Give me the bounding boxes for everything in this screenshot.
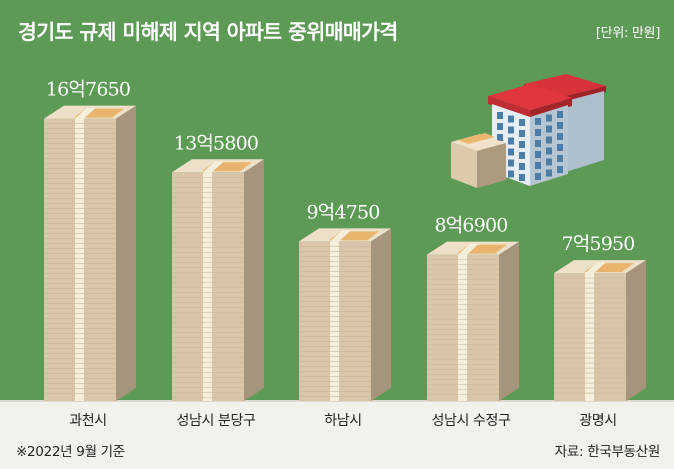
window <box>557 122 563 129</box>
bar-band-front <box>458 254 467 401</box>
apartment-illustration <box>451 74 606 188</box>
bar-side <box>244 159 264 401</box>
base-band <box>0 401 674 469</box>
category-label: 과천시 <box>69 413 106 429</box>
window <box>508 170 514 178</box>
category-label: 광명시 <box>579 413 616 429</box>
window <box>557 133 563 140</box>
source-note: 자료: 한국부동산원 <box>554 444 661 460</box>
bar-side <box>626 260 646 401</box>
chart-title: 경기도 규제 미해제 지역 아파트 중위매매가격 <box>18 20 398 44</box>
window <box>557 144 563 151</box>
bar-value-label: 8억6900 <box>434 215 507 237</box>
window <box>557 111 563 118</box>
bar-band-front <box>585 273 594 401</box>
window <box>497 112 503 119</box>
window <box>546 158 552 166</box>
footnote: ※2022년 9월 기준 <box>16 444 125 460</box>
window <box>519 163 525 170</box>
window <box>557 155 563 162</box>
bar-band-front <box>75 118 84 402</box>
unit-label: [단위: 만원] <box>595 26 660 41</box>
bar-2 <box>172 159 264 401</box>
window <box>546 136 552 144</box>
window <box>546 169 552 177</box>
window <box>497 123 503 130</box>
window <box>519 119 525 126</box>
window <box>508 126 514 134</box>
window <box>519 141 525 148</box>
window <box>519 152 525 159</box>
category-label: 하남시 <box>324 413 361 429</box>
bar-side <box>116 105 136 402</box>
bar-1 <box>44 105 136 402</box>
window <box>497 134 503 141</box>
window <box>519 130 525 137</box>
category-label: 성남시 수정구 <box>432 413 511 429</box>
bar-value-label: 16억7650 <box>46 79 130 101</box>
window <box>546 125 552 133</box>
bar-5 <box>554 260 646 401</box>
bar-value-label: 7억5950 <box>561 233 634 255</box>
window <box>508 148 514 156</box>
bar-side <box>499 241 519 401</box>
bar-band-top <box>585 262 606 274</box>
bar-value-label: 13억5800 <box>174 132 258 154</box>
window <box>535 151 541 158</box>
window <box>546 114 552 122</box>
window <box>535 173 541 180</box>
bar-value-label: 9억4750 <box>306 201 379 223</box>
window <box>535 162 541 169</box>
bar-3 <box>299 228 391 401</box>
category-label: 성남시 분당구 <box>177 413 256 429</box>
window <box>508 137 514 145</box>
window <box>535 118 541 125</box>
window <box>535 129 541 136</box>
window <box>508 115 514 123</box>
bar-band-front <box>203 172 212 401</box>
window <box>546 147 552 155</box>
bar-band-top <box>75 107 96 119</box>
window <box>535 140 541 147</box>
bar-band-top <box>203 161 224 173</box>
bar-side <box>371 228 391 401</box>
window <box>557 166 563 173</box>
bar-band-top <box>458 243 479 255</box>
bar-4 <box>427 241 519 401</box>
bar-band-top <box>330 230 351 242</box>
window <box>519 174 525 181</box>
window <box>508 159 514 167</box>
